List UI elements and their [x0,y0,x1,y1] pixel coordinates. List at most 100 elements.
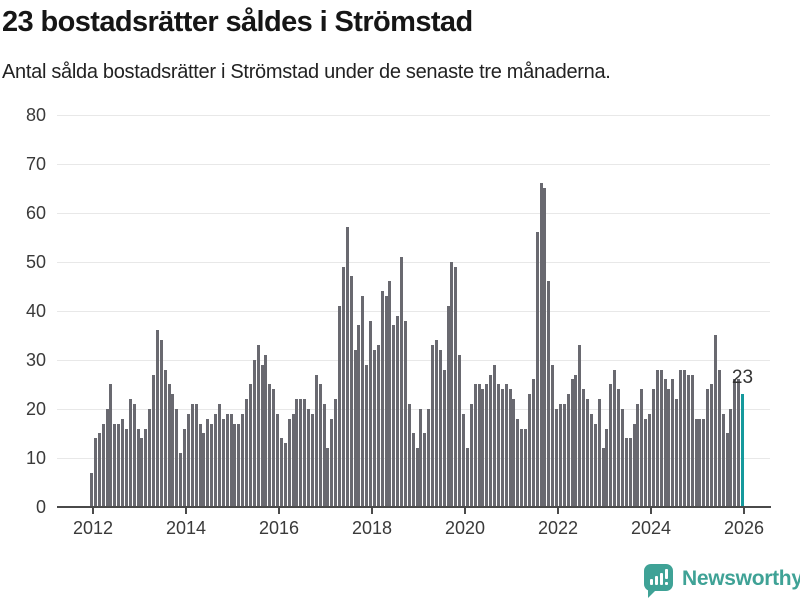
bar [295,399,299,507]
bar [477,384,481,507]
bar [403,320,407,507]
bar [539,183,543,507]
bar [140,438,144,507]
bar [663,379,667,507]
x-axis-line [57,506,771,508]
bar [667,389,671,507]
bar [380,291,384,507]
bar [648,413,651,507]
bar [237,423,241,507]
x-tick-2024 [650,508,652,514]
bar [179,453,183,507]
bar [597,399,601,507]
bar [163,369,167,507]
x-tick-2012 [92,508,94,514]
bar [702,418,706,507]
x-axis-label-2022: 2022 [537,518,579,538]
bar [113,423,117,507]
bar [454,266,458,507]
bar [229,413,233,507]
bar [117,423,121,507]
y-axis-label-70: 70 [25,153,46,174]
y-axis-label-10: 10 [25,447,46,468]
bar [268,384,272,507]
bar [578,345,582,507]
x-tick-2026 [743,508,745,514]
bar [659,369,663,507]
bar [706,389,710,507]
bar [167,384,171,507]
bar [121,418,124,507]
bar [214,413,217,507]
bar [442,369,446,507]
bar [221,418,225,507]
bar [233,423,237,507]
bar [694,418,698,507]
bar [721,413,725,507]
bar [446,305,450,507]
bar [419,408,423,507]
bar [334,399,338,507]
bar [341,266,345,507]
y-axis-label-80: 80 [25,104,46,125]
bar [322,403,326,507]
bar [276,413,279,507]
bar [434,340,438,507]
bar [175,408,179,507]
bar [500,389,504,507]
bar [535,232,539,507]
bar [640,389,644,507]
bar [632,423,636,507]
bar [400,256,403,507]
bar [345,227,349,507]
bar [159,340,163,507]
bar [144,428,148,507]
bar [136,428,140,507]
bar [570,379,574,507]
bar [272,389,276,507]
bar [155,330,159,507]
bar [407,403,411,507]
y-axis-label-30: 30 [25,349,46,370]
bar [527,394,531,507]
bar [512,399,516,507]
bar [465,448,469,507]
bar [601,448,605,507]
bar [132,403,136,507]
x-tick-2016 [278,508,280,514]
logo-bar-small [650,579,653,585]
bar [733,379,737,507]
bar [190,403,194,507]
page-title: 23 bostadsrätter såldes i Strömstad [2,6,473,38]
bar [365,364,369,507]
bar [171,394,175,507]
bar [396,315,400,507]
bar [450,261,454,507]
bar [574,374,578,507]
bar [624,438,628,507]
bar [210,423,214,507]
bar [485,384,489,507]
bar [531,379,535,507]
bar [326,448,330,507]
bar [287,418,291,507]
bar [369,320,372,507]
bar [349,276,353,507]
logo-exclamation-dot [665,582,668,585]
bar [620,408,624,507]
bar [299,399,303,507]
brand-footer: Newsworthy [640,560,800,600]
bar [314,374,318,507]
bar [737,379,741,507]
x-axis-label-2020: 2020 [444,518,486,538]
bar [566,394,570,507]
bar [589,413,593,507]
bar [109,384,113,507]
bar [357,325,361,507]
bar [310,413,314,507]
bar [264,354,268,507]
bar [307,408,310,507]
y-axis-label-60: 60 [25,202,46,223]
logo-bubble-tail [648,589,657,598]
bar [543,188,547,507]
